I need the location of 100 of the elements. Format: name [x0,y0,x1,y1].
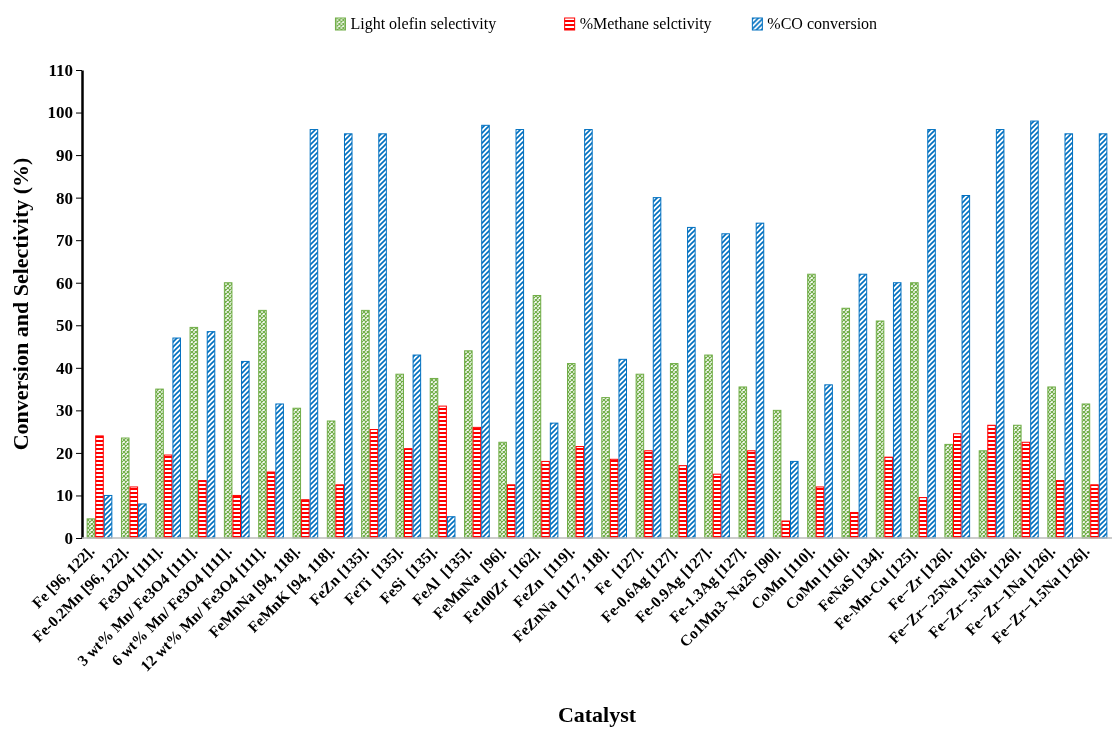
bar [601,397,610,539]
bar [172,337,181,539]
bar [138,503,147,539]
bar [1090,484,1099,539]
bar [198,480,207,539]
bar [609,458,619,539]
bar [721,233,730,539]
bar [815,486,825,539]
y-tick-label: 20 [56,443,73,463]
y-tick-label: 80 [56,188,73,208]
bar [309,129,319,539]
bar [704,354,713,539]
legend-label: %Methane selctivity [579,15,712,33]
bar [129,486,139,539]
y-tick-label: 110 [48,60,73,80]
bar [1055,480,1065,539]
legend-label: %CO conversion [767,15,878,32]
bar [644,450,653,539]
bar [961,195,971,539]
bar [95,435,104,539]
bar [103,494,113,539]
bar [429,377,439,539]
bar [549,422,559,539]
bar [335,484,344,539]
bar [1030,120,1039,539]
bar [978,450,988,539]
bar [438,405,447,539]
y-tick-label: 0 [64,528,73,548]
bar [275,403,284,539]
bar [343,133,353,539]
bar [678,465,688,539]
bar [807,273,816,539]
bar [532,294,542,539]
bar [755,222,765,539]
bar [446,516,456,539]
bar [472,426,482,539]
bar [326,420,336,539]
bar [241,360,250,539]
bar [395,373,404,539]
bar [884,456,893,539]
bar [481,124,490,539]
bar [824,384,833,539]
bar [1064,133,1074,539]
bar [541,460,550,539]
bar [790,460,799,539]
bar [223,282,233,539]
bar [120,437,130,539]
legend-label: Light olefin selectivity [350,15,497,33]
bar [206,331,216,539]
bar [747,450,756,539]
bar [927,129,936,539]
bar [892,282,902,539]
y-tick-label: 50 [56,316,73,336]
bar [1098,133,1108,539]
bar [858,273,868,539]
y-tick-label: 40 [56,358,73,378]
bar [515,129,525,539]
y-tick-label: 70 [56,231,73,251]
bar [498,441,507,539]
bar [995,129,1005,539]
bar [635,373,645,539]
bar [404,448,413,539]
bar [850,511,859,539]
bar [292,407,302,539]
bar [361,309,370,539]
bar [378,133,387,539]
bar [875,320,885,539]
bar [618,358,628,539]
y-tick-label: 100 [47,103,73,123]
bar [987,424,996,539]
y-tick-label: 30 [56,401,73,421]
bar [1021,441,1031,539]
bar [369,429,379,539]
bar [952,433,962,539]
bar [506,484,516,539]
bar [232,494,242,539]
bar [781,520,790,539]
bar [652,197,662,539]
bar [944,443,953,539]
bar [584,129,593,539]
bar [301,499,310,539]
bar [575,446,585,539]
bar [189,326,199,539]
bar [155,388,164,539]
y-tick-label: 10 [56,486,73,506]
bar [266,471,276,539]
bar [1013,424,1022,539]
bar [918,497,928,539]
bar [1081,403,1091,539]
bar [86,518,96,539]
bar [841,307,851,539]
bar [464,350,473,539]
bar [738,386,748,539]
bar [1047,386,1056,539]
bar [412,354,422,539]
bar [163,454,173,539]
bar [566,363,576,539]
bar [772,409,782,539]
bar [669,363,679,539]
y-tick-label: 90 [56,146,73,166]
